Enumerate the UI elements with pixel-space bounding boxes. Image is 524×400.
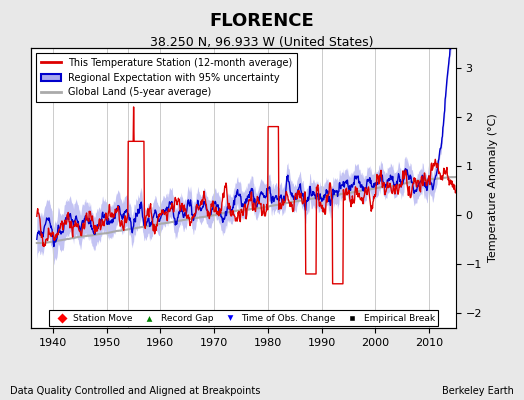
Legend: Station Move, Record Gap, Time of Obs. Change, Empirical Break: Station Move, Record Gap, Time of Obs. C… — [49, 310, 439, 326]
Y-axis label: Temperature Anomaly (°C): Temperature Anomaly (°C) — [488, 114, 498, 262]
Text: Berkeley Earth: Berkeley Earth — [442, 386, 514, 396]
Text: Data Quality Controlled and Aligned at Breakpoints: Data Quality Controlled and Aligned at B… — [10, 386, 261, 396]
Text: 38.250 N, 96.933 W (United States): 38.250 N, 96.933 W (United States) — [150, 36, 374, 49]
Text: FLORENCE: FLORENCE — [210, 12, 314, 30]
